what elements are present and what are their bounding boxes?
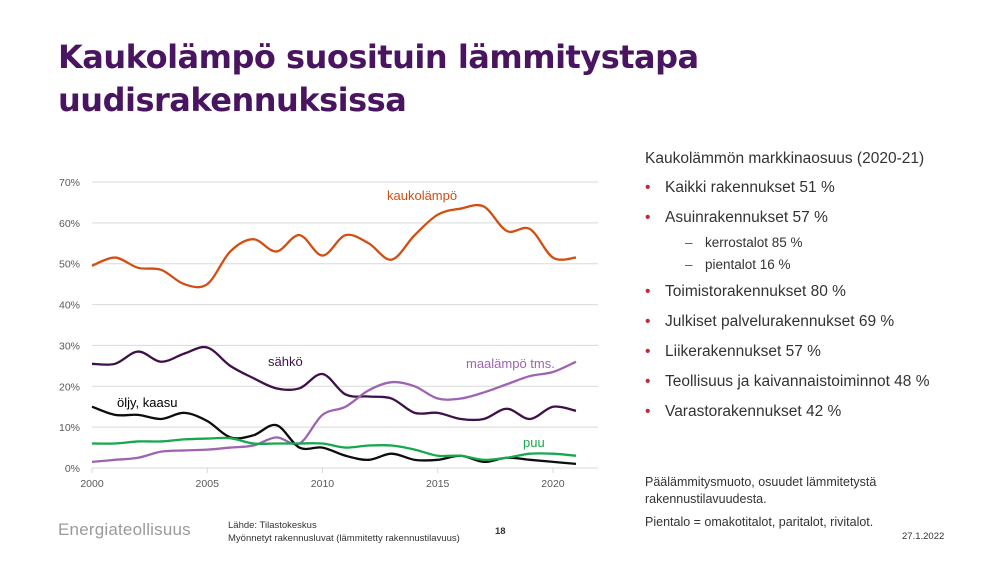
- panel-heading: Kaukolämmön markkinaosuus (2020-21): [645, 150, 925, 167]
- x-tick-label: 2005: [196, 478, 220, 490]
- y-axis-ticks: 0% 10% 20% 30% 40% 50% 60% 70%: [59, 177, 80, 475]
- series-label-kaukolampo: kaukolämpö: [387, 188, 457, 203]
- series-line-kaukolampo: [91, 203, 577, 289]
- bullet-teollisuus: Teollisuus ja kaivannaistoiminnot 48 %: [645, 371, 990, 393]
- slide-date: 27.1.2022: [902, 531, 945, 542]
- footnote-heating: Päälämmitysmuoto, osuudet lämmitetystä r…: [645, 475, 877, 506]
- series-label-puu: puu: [523, 435, 545, 450]
- source-note: Lähde: Tilastokeskus Myönnetyt rakennusl…: [228, 519, 460, 545]
- y-tick-label: 20%: [59, 381, 80, 393]
- series-line-puu: [91, 436, 577, 462]
- series-line-maalampo: [91, 360, 577, 464]
- page-number: 18: [495, 526, 506, 537]
- slide-title: Kaukolämpö suosituin lämmitystapa uudisr…: [58, 38, 699, 119]
- series-label-maalampo: maalämpö tms.: [466, 356, 555, 371]
- market-share-panel: Kaukolämmön markkinaosuus (2020-21) Kaik…: [645, 150, 990, 431]
- source-line-2: Myönnetyt rakennusluvat (lämmitetty rake…: [228, 533, 460, 544]
- y-tick-label: 0%: [65, 463, 80, 475]
- x-tick-label: 2015: [426, 478, 450, 490]
- y-tick-label: 70%: [59, 177, 80, 189]
- y-tick-label: 60%: [59, 218, 80, 230]
- bullet-toimisto: Toimistorakennukset 80 %: [645, 281, 990, 303]
- series-lines: [91, 203, 577, 466]
- y-tick-label: 40%: [59, 300, 80, 312]
- bullet-liike: Liikerakennukset 57 %: [645, 341, 990, 363]
- series-labels: kaukolämpö sähkö maalämpö tms. öljy, kaasu p…: [117, 188, 555, 450]
- x-axis-ticks: 2000 2005 2010 2015 2020: [80, 468, 565, 490]
- source-line-1: Lähde: Tilastokeskus: [228, 520, 317, 531]
- y-tick-label: 10%: [59, 422, 80, 434]
- grid-lines: [92, 181, 598, 469]
- x-tick-label: 2010: [311, 478, 335, 490]
- bullet-kaikki: Kaikki rakennukset 51 %: [645, 177, 990, 199]
- bullet-varasto: Varastorakennukset 42 %: [645, 401, 990, 423]
- series-label-sahko: sähkö: [268, 354, 303, 369]
- y-tick-label: 30%: [59, 340, 80, 352]
- series-line-oljy: [91, 405, 577, 466]
- sub-bullet-pientalot: pientalot 16 %: [685, 256, 990, 274]
- series-line-sahko: [91, 345, 577, 422]
- energiateollisuus-logo: Energiateollisuus: [58, 520, 191, 539]
- x-tick-label: 2020: [541, 478, 565, 490]
- bullet-asuin: Asuinrakennukset 57 %: [645, 207, 990, 229]
- sub-bullet-kerrostalot: kerrostalot 85 %: [685, 234, 990, 252]
- bullet-julkiset: Julkiset palvelurakennukset 69 %: [645, 311, 990, 333]
- x-tick-label: 2000: [80, 478, 104, 490]
- y-tick-label: 50%: [59, 259, 80, 271]
- series-label-oljy: öljy, kaasu: [117, 395, 177, 410]
- footnote-pientalo: Pientalo = omakotitalot, paritalot, rivi…: [645, 515, 874, 529]
